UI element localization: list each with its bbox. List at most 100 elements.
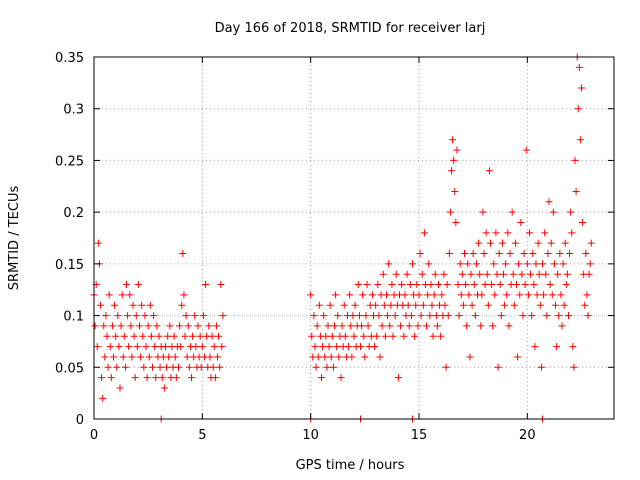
data-point	[337, 374, 345, 382]
data-point	[388, 281, 396, 289]
data-point	[119, 353, 127, 361]
data-point	[563, 270, 571, 278]
data-point	[493, 270, 501, 278]
data-point	[569, 343, 577, 351]
data-point	[130, 332, 138, 340]
data-point	[576, 136, 584, 144]
data-point	[373, 332, 381, 340]
data-point	[103, 332, 111, 340]
data-point	[320, 312, 328, 320]
data-point	[218, 343, 226, 351]
data-point	[475, 239, 483, 247]
data-point	[454, 281, 462, 289]
y-tick-label: 0.1	[63, 310, 84, 325]
data-point	[548, 291, 556, 299]
data-point	[409, 260, 416, 268]
y-tick-label: 0.3	[63, 103, 84, 118]
data-point	[461, 250, 468, 258]
data-point	[541, 229, 549, 237]
data-point	[587, 239, 595, 247]
data-point	[355, 312, 363, 320]
data-point	[112, 332, 120, 340]
data-point	[327, 353, 335, 361]
data-point	[325, 343, 333, 351]
data-point	[571, 156, 579, 164]
data-point	[459, 301, 467, 309]
data-point	[178, 301, 186, 309]
data-point	[425, 260, 433, 268]
data-point	[321, 353, 329, 361]
data-point	[379, 270, 387, 278]
data-point	[351, 301, 359, 309]
data-point	[314, 353, 322, 361]
data-point	[450, 156, 458, 164]
data-point	[413, 281, 421, 289]
data-point	[106, 343, 114, 351]
data-point	[105, 291, 113, 299]
data-point	[481, 281, 489, 289]
data-points	[90, 53, 595, 423]
data-point	[310, 312, 318, 320]
data-point	[540, 291, 548, 299]
y-tick-label: 0.2	[63, 206, 84, 221]
data-point	[561, 239, 569, 247]
data-point	[120, 332, 128, 340]
data-point	[182, 312, 190, 320]
data-point	[152, 374, 160, 382]
data-point	[496, 281, 504, 289]
data-point	[535, 270, 543, 278]
data-point	[150, 312, 158, 320]
data-point	[99, 394, 107, 402]
data-point	[179, 250, 187, 258]
data-point	[521, 281, 529, 289]
data-point	[415, 291, 423, 299]
data-point	[349, 312, 357, 320]
data-point	[350, 332, 358, 340]
y-tick-label: 0	[76, 413, 84, 428]
data-point	[489, 322, 497, 330]
data-point	[115, 343, 123, 351]
data-point	[549, 208, 557, 216]
data-point	[170, 332, 178, 340]
data-point	[539, 260, 546, 268]
data-point	[519, 312, 527, 320]
data-point	[219, 312, 227, 320]
data-point	[517, 218, 525, 226]
data-point	[510, 301, 518, 309]
data-point	[145, 353, 153, 361]
data-point	[362, 312, 370, 320]
data-point	[537, 363, 545, 371]
data-point	[441, 301, 449, 309]
data-point	[368, 291, 376, 299]
data-point	[155, 332, 163, 340]
data-point	[134, 281, 142, 289]
data-point	[469, 250, 477, 258]
data-point	[340, 301, 348, 309]
data-point	[158, 374, 166, 382]
data-point	[98, 374, 106, 382]
data-point	[585, 270, 593, 278]
x-tick-label: 10	[302, 428, 319, 443]
data-point	[117, 322, 125, 330]
data-point	[472, 260, 480, 268]
data-point	[140, 363, 148, 371]
data-point	[389, 332, 397, 340]
data-point	[184, 322, 192, 330]
data-point	[147, 332, 155, 340]
data-point	[160, 384, 168, 392]
data-point	[448, 167, 455, 175]
data-point	[453, 146, 461, 154]
data-point	[359, 291, 367, 299]
data-point	[568, 229, 576, 237]
data-point	[526, 229, 533, 237]
data-point	[470, 281, 478, 289]
data-point	[562, 281, 570, 289]
data-point	[329, 363, 337, 371]
data-point	[146, 301, 154, 309]
data-point	[142, 343, 150, 351]
data-point	[313, 322, 321, 330]
data-point	[419, 301, 427, 309]
data-point	[574, 105, 582, 113]
data-point	[346, 291, 354, 299]
